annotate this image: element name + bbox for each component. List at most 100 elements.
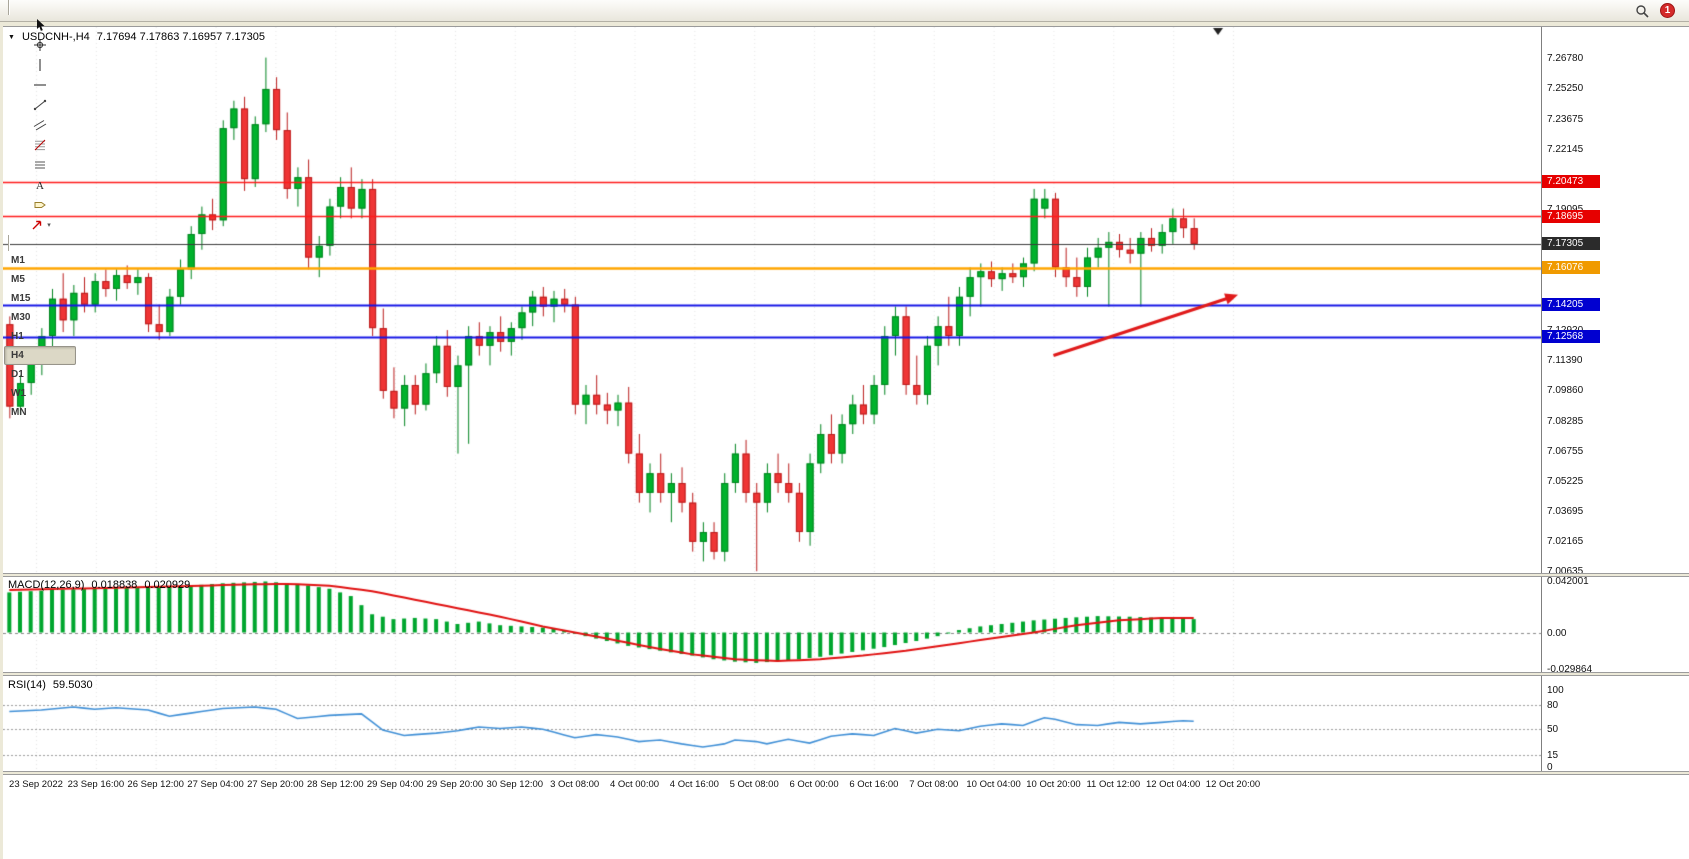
- channel-icon: [33, 118, 48, 133]
- hline-icon: [33, 78, 48, 93]
- macd-axis-label: 0.00: [1547, 627, 1567, 639]
- time-axis-label: 12 Oct 20:00: [1205, 779, 1261, 790]
- search-icon: [1634, 3, 1649, 18]
- time-axis-label: 27 Sep 20:00: [247, 779, 304, 790]
- price-level-badge: 7.18695: [1542, 209, 1600, 223]
- time-axis-label: 3 Oct 08:00: [550, 779, 600, 790]
- rsi-label: RSI(14): [8, 679, 46, 691]
- notification-badge[interactable]: 1: [1660, 3, 1675, 18]
- macd-value-signal: 0.020929: [144, 579, 191, 591]
- trendline-icon: [33, 98, 48, 113]
- ohlc-values: 7.17694 7.17863 7.16957 7.17305: [96, 31, 265, 43]
- collapse-triangle-icon[interactable]: ▼: [8, 33, 15, 41]
- price-chart-canvas[interactable]: [3, 27, 1541, 573]
- price-axis-label: 7.26780: [1547, 52, 1584, 64]
- arrow-tools-button[interactable]: ▾: [4, 215, 76, 235]
- time-axis-label: 10 Oct 20:00: [1026, 779, 1081, 790]
- time-axis-label: 12 Oct 04:00: [1145, 779, 1201, 790]
- toolbar-right: 1: [1631, 1, 1685, 21]
- vertical-line-button[interactable]: [4, 55, 76, 75]
- price-axis-label: 7.03695: [1547, 505, 1584, 517]
- timeframe-d1-button[interactable]: D1: [11, 369, 24, 380]
- price-axis-label: 7.19095: [1547, 204, 1583, 215]
- time-axis-label: 11 Oct 12:00: [1086, 779, 1141, 790]
- text-button[interactable]: A: [4, 175, 76, 195]
- time-axis[interactable]: 23 Sep 2022 23 Sep 16:00 26 Sep 12:00 27 Se…: [3, 775, 1689, 795]
- cursor-button[interactable]: [4, 15, 76, 35]
- cursor-icon: [33, 18, 48, 33]
- time-axis-label: 26 Sep 12:00: [127, 779, 184, 790]
- fibonacci-button[interactable]: [4, 135, 76, 155]
- price-axis[interactable]: 7.267807.252507.236757.221457.190957.129…: [1541, 27, 1689, 775]
- timeframe-h1-button[interactable]: H1: [11, 331, 24, 342]
- horizontal-line-button[interactable]: [4, 75, 76, 95]
- label-icon: [33, 198, 48, 213]
- fibo-icon: [33, 138, 48, 153]
- chart-window: ▼ USDCNH-,H4 7.17694 7.17863 7.16957 7.1…: [3, 26, 1689, 859]
- macd-value-main: 0.018838: [91, 579, 138, 591]
- price-level-badge: 7.16076: [1542, 261, 1600, 275]
- time-axis-label: 4 Oct 16:00: [669, 779, 719, 790]
- time-axis-label: 23 Sep 16:00: [67, 779, 125, 790]
- time-axis-label: 29 Sep 04:00: [366, 779, 424, 790]
- price-axis-label: 7.09860: [1547, 384, 1584, 396]
- crosshair-icon: [33, 38, 48, 53]
- price-axis-label: 7.08285: [1547, 415, 1584, 427]
- price-level-badge: 7.14205: [1542, 298, 1600, 311]
- grid-button[interactable]: [4, 155, 76, 175]
- chart-title: ▼ USDCNH-,H4 7.17694 7.17863 7.16957 7.1…: [8, 31, 265, 43]
- price-axis-label: 7.23675: [1547, 113, 1584, 125]
- panel-splitter[interactable]: [3, 771, 1689, 775]
- time-axis-label: 30 Sep 12:00: [486, 779, 544, 790]
- macd-indicator-canvas[interactable]: [3, 576, 1541, 672]
- macd-title: MACD(12,26,9) 0.018838 0.020929: [8, 579, 190, 591]
- grid-icon: [33, 158, 48, 173]
- timeframe-w1-button[interactable]: W1: [11, 388, 26, 399]
- macd-axis-label: -0.029864: [1547, 663, 1593, 675]
- rsi-axis-label: 100: [1547, 685, 1564, 696]
- timeframe-mn-button[interactable]: MN: [11, 407, 27, 418]
- price-axis-label: 7.05225: [1547, 475, 1584, 487]
- time-axis-label: 6 Oct 16:00: [849, 779, 899, 790]
- panel-splitter[interactable]: [3, 672, 1689, 676]
- rsi-value: 59.5030: [52, 679, 93, 691]
- timeframe-m30-button[interactable]: M30: [11, 312, 31, 323]
- time-axis-label: 5 Oct 08:00: [729, 779, 779, 790]
- price-axis-label: 7.00635: [1547, 565, 1584, 577]
- timeframe-m5-button[interactable]: M5: [11, 274, 25, 285]
- toolbar-separator: [8, 0, 10, 15]
- time-axis-label: 27 Sep 04:00: [187, 779, 244, 790]
- arrows-icon: [29, 218, 44, 233]
- price-axis-label: 7.22145: [1547, 143, 1584, 155]
- time-axis-label: 23 Sep 2022: [9, 779, 63, 790]
- timeframe-m15-button[interactable]: M15: [11, 293, 31, 304]
- price-level-badge: 7.17305: [1542, 237, 1600, 251]
- symbol-title: USDCNH-,H4: [21, 31, 90, 43]
- rsi-axis-label: 50: [1547, 723, 1559, 735]
- time-axis-label: 6 Oct 00:00: [789, 779, 839, 790]
- timeframe-m1-button[interactable]: M1: [11, 255, 25, 266]
- rsi-indicator-canvas[interactable]: [3, 676, 1541, 771]
- chevron-down-icon: ▾: [47, 222, 51, 229]
- crosshair-button[interactable]: [4, 35, 76, 55]
- price-axis-label: 7.11390: [1547, 354, 1583, 366]
- rsi-title: RSI(14) 59.5030: [8, 679, 93, 691]
- time-axis-label: 29 Sep 20:00: [426, 779, 484, 790]
- price-axis-label: 7.06755: [1547, 445, 1584, 457]
- vline-icon: [33, 58, 48, 73]
- timeframe-h4-button[interactable]: H4: [4, 346, 77, 365]
- time-axis-label: 28 Sep 12:00: [306, 779, 364, 790]
- trendline-button[interactable]: [4, 95, 76, 115]
- rsi-axis-label: 80: [1547, 700, 1559, 712]
- text-label-button[interactable]: [4, 195, 76, 215]
- channel-button[interactable]: [4, 115, 76, 135]
- price-axis-label: 7.02165: [1547, 535, 1584, 547]
- time-axis-label: 4 Oct 00:00: [609, 779, 660, 790]
- price-level-badge: 7.20473: [1542, 175, 1600, 189]
- panel-splitter[interactable]: [3, 573, 1689, 577]
- search-button[interactable]: [1631, 1, 1652, 21]
- text-icon: A: [33, 178, 48, 193]
- price-axis-label: 7.25250: [1547, 82, 1584, 94]
